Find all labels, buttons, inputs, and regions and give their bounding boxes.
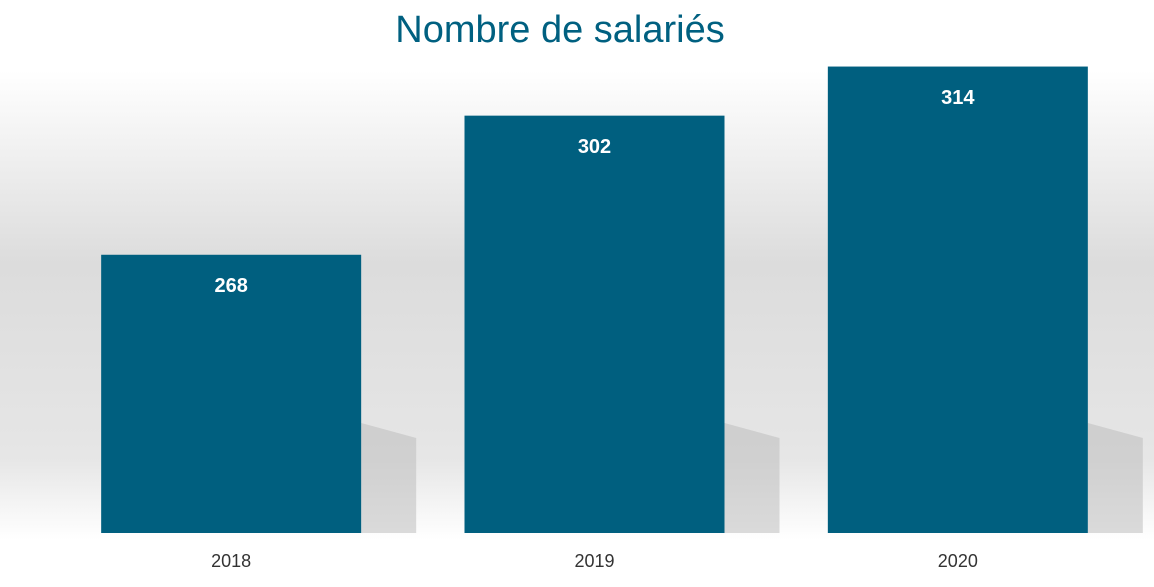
bar-shadow bbox=[1087, 423, 1143, 533]
bar bbox=[827, 66, 1088, 534]
data-label: 268 bbox=[214, 275, 247, 297]
bar-shadow bbox=[361, 423, 417, 533]
x-tick-label: 2018 bbox=[211, 551, 251, 571]
data-label: 314 bbox=[941, 87, 975, 109]
bar bbox=[101, 254, 362, 533]
data-label: 302 bbox=[578, 136, 611, 158]
bar-shadow bbox=[724, 423, 780, 533]
chart-title: Nombre de salariés bbox=[395, 9, 724, 51]
x-tick-label: 2019 bbox=[574, 551, 614, 571]
bar bbox=[464, 115, 725, 534]
x-tick-label: 2020 bbox=[938, 551, 978, 571]
